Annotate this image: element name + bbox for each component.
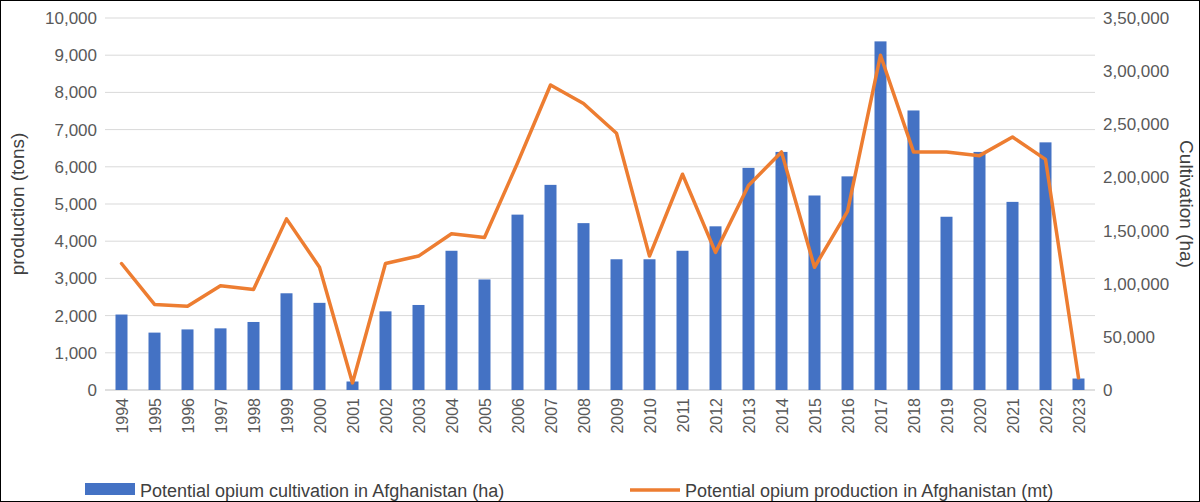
bar bbox=[776, 152, 788, 390]
x-tick-label: 2008 bbox=[576, 398, 593, 434]
grid-line bbox=[105, 55, 1095, 56]
x-tick-label: 2007 bbox=[543, 398, 560, 434]
x-tick-label: 2002 bbox=[378, 398, 395, 434]
y-tick-label: 10,000 bbox=[45, 9, 97, 28]
y-tick-label: 5,000 bbox=[54, 195, 97, 214]
line bbox=[122, 55, 1079, 383]
legend-swatch bbox=[630, 488, 680, 492]
bar bbox=[215, 328, 227, 390]
y2-tick-label: 1,00,000 bbox=[1103, 275, 1169, 294]
bar bbox=[446, 251, 458, 390]
grid-line bbox=[105, 92, 1095, 93]
x-tick-label: 2020 bbox=[972, 398, 989, 434]
x-tick-label: 1997 bbox=[213, 398, 230, 434]
bar bbox=[248, 322, 260, 390]
x-tick-label: 2003 bbox=[411, 398, 428, 434]
bar bbox=[479, 279, 491, 390]
y-tick-label: 3,000 bbox=[54, 269, 97, 288]
bar bbox=[314, 303, 326, 390]
x-tick-label: 1998 bbox=[246, 398, 263, 434]
y2-tick-label: 3,00,000 bbox=[1103, 62, 1169, 81]
bar bbox=[545, 185, 557, 390]
y-tick-label: 4,000 bbox=[54, 232, 97, 251]
bar bbox=[512, 215, 524, 390]
grid-line bbox=[105, 166, 1095, 167]
legend-label: Potential opium cultivation in Afghanist… bbox=[140, 481, 504, 501]
x-tick-label: 2004 bbox=[444, 398, 461, 434]
y-tick-label: 1,000 bbox=[54, 344, 97, 363]
y2-tick-label: 2,50,000 bbox=[1103, 115, 1169, 134]
y2-tick-label: 2,00,000 bbox=[1103, 168, 1169, 187]
x-tick-label: 2019 bbox=[939, 398, 956, 434]
bar bbox=[578, 223, 590, 390]
y2-tick-label: 3,50,000 bbox=[1103, 9, 1169, 28]
x-tick-label: 2014 bbox=[774, 398, 791, 434]
x-tick-label: 2015 bbox=[807, 398, 824, 434]
grid bbox=[105, 18, 1095, 390]
bar bbox=[644, 259, 656, 390]
bar bbox=[611, 259, 623, 390]
grid-line bbox=[105, 129, 1095, 130]
x-tick-label: 2006 bbox=[510, 398, 527, 434]
bar bbox=[941, 217, 953, 390]
legend: Potential opium cultivation in Afghanist… bbox=[85, 481, 1053, 501]
grid-line bbox=[105, 204, 1095, 205]
x-tick-label: 1995 bbox=[147, 398, 164, 434]
bar bbox=[413, 305, 425, 390]
y2-axis-title: Cultivation (ha) bbox=[1176, 140, 1197, 268]
x-tick-label: 2023 bbox=[1071, 398, 1088, 434]
plot-area bbox=[116, 41, 1085, 390]
bar bbox=[182, 329, 194, 390]
bar bbox=[875, 41, 887, 390]
x-tick-label: 1996 bbox=[180, 398, 197, 434]
bar bbox=[974, 152, 986, 390]
x-tick-label: 2012 bbox=[708, 398, 725, 434]
x-tick-label: 2010 bbox=[642, 398, 659, 434]
x-tick-label: 2021 bbox=[1005, 398, 1022, 434]
y-tick-label: 2,000 bbox=[54, 307, 97, 326]
y-tick-label: 9,000 bbox=[54, 46, 97, 65]
x-tick-label: 2000 bbox=[312, 398, 329, 434]
x-tick-label: 2022 bbox=[1038, 398, 1055, 434]
x-tick-label: 2017 bbox=[873, 398, 890, 434]
y2-tick-label: 0 bbox=[1103, 381, 1112, 400]
frame bbox=[1, 1, 1200, 502]
x-tick-label: 2005 bbox=[477, 398, 494, 434]
x-tick-label: 2013 bbox=[741, 398, 758, 434]
x-tick-label: 2011 bbox=[675, 398, 692, 433]
bar bbox=[281, 293, 293, 390]
x-tick-label: 2018 bbox=[906, 398, 923, 434]
bar bbox=[1073, 379, 1085, 390]
y-tick-label: 7,000 bbox=[54, 121, 97, 140]
legend-label: Potential opium production in Afghanista… bbox=[685, 481, 1053, 501]
x-tick-label: 2016 bbox=[840, 398, 857, 434]
bar bbox=[149, 333, 161, 390]
y-tick-label: 6,000 bbox=[54, 158, 97, 177]
y-tick-label: 8,000 bbox=[54, 83, 97, 102]
bar bbox=[380, 311, 392, 390]
y-axis-title: production (tons) bbox=[7, 133, 28, 276]
x-tick-label: 2001 bbox=[345, 398, 362, 434]
x-tick-label: 2009 bbox=[609, 398, 626, 434]
legend-swatch bbox=[85, 483, 135, 495]
x-tick-label: 1994 bbox=[114, 398, 131, 434]
grid-line bbox=[105, 18, 1095, 19]
bar bbox=[1007, 202, 1019, 390]
y-tick-label: 0 bbox=[88, 381, 97, 400]
bar bbox=[677, 251, 689, 390]
y2-tick-label: 1,50,000 bbox=[1103, 222, 1169, 241]
x-tick-label: 1999 bbox=[279, 398, 296, 434]
bar bbox=[116, 315, 128, 390]
bar bbox=[809, 195, 821, 390]
bar bbox=[743, 168, 755, 390]
chart: 0 1,000 2,000 3,000 4,000 5,000 6,000 7,000 8,00… bbox=[0, 0, 1200, 502]
y2-tick-label: 50,000 bbox=[1103, 328, 1155, 347]
